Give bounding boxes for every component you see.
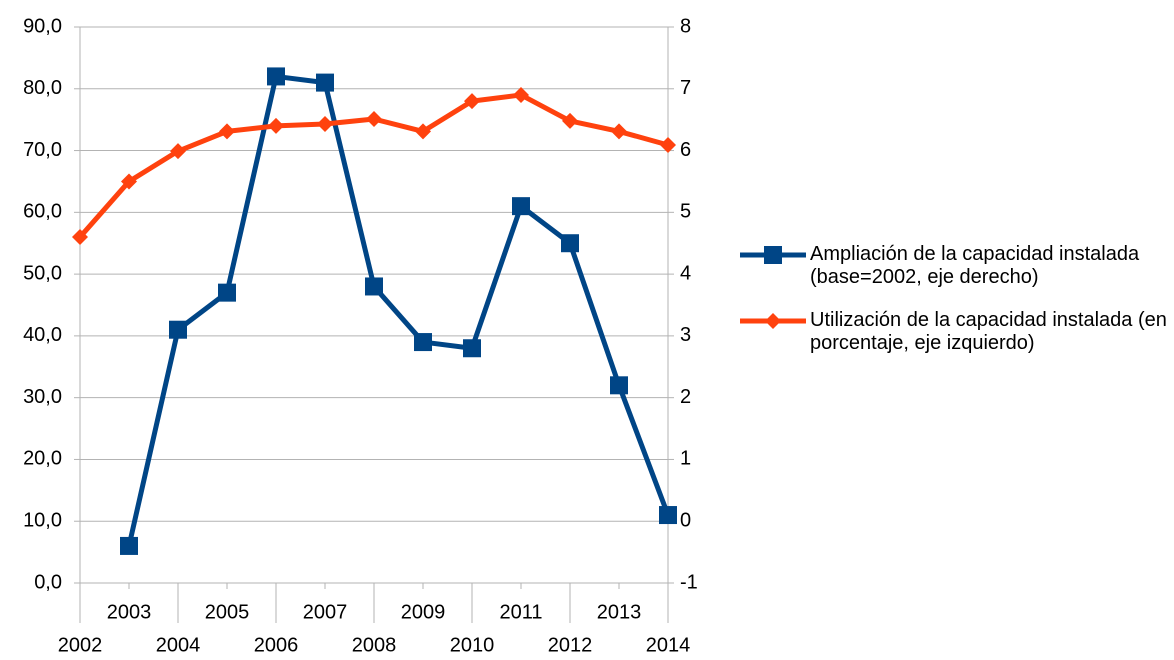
marker bbox=[659, 506, 677, 525]
marker bbox=[562, 112, 578, 129]
marker bbox=[660, 136, 676, 153]
legend: Ampliación de la capacidad instalada (ba… bbox=[740, 243, 1170, 375]
y-tick-label: 30,0 bbox=[23, 386, 62, 408]
y-tick-label: 10,0 bbox=[23, 510, 62, 532]
x-tick-label: 2006 bbox=[254, 634, 299, 656]
y2-tick-label: 5 bbox=[680, 201, 691, 223]
x-tick-label: 2011 bbox=[499, 601, 542, 623]
legend-swatch bbox=[740, 313, 806, 329]
y-tick-label: 60,0 bbox=[23, 201, 62, 223]
y2-tick-label: 0 bbox=[680, 510, 691, 532]
y-tick-label: 40,0 bbox=[23, 324, 62, 346]
y2-tick-label: 3 bbox=[680, 324, 691, 346]
y-tick-label: 90,0 bbox=[23, 15, 62, 37]
x-tick-label: 2008 bbox=[352, 634, 397, 656]
y-tick-label: 70,0 bbox=[23, 139, 62, 161]
y2-tick-label: 1 bbox=[680, 448, 691, 470]
marker bbox=[365, 277, 383, 296]
y2-tick-label: 4 bbox=[680, 262, 691, 284]
series-line bbox=[126, 73, 671, 547]
x-tick-label: 2010 bbox=[450, 634, 495, 656]
legend-swatch bbox=[740, 246, 806, 264]
legend-label: Ampliación de la capacidad instalada (ba… bbox=[810, 243, 1140, 288]
x-tick-label: 2012 bbox=[548, 634, 593, 656]
legend-item: Ampliación de la capacidad instalada (ba… bbox=[740, 243, 1170, 289]
marker bbox=[463, 339, 481, 358]
y2-tick-label: 6 bbox=[680, 139, 691, 161]
marker bbox=[464, 93, 480, 110]
marker bbox=[414, 333, 432, 352]
y-tick-label: 0,0 bbox=[34, 571, 62, 593]
marker bbox=[121, 173, 137, 190]
marker bbox=[267, 67, 285, 86]
x-tick-label: 2009 bbox=[401, 601, 446, 623]
y2-tick-label: -1 bbox=[680, 571, 698, 593]
y2-tick-label: 7 bbox=[680, 77, 691, 99]
y2-tick-label: 2 bbox=[680, 386, 691, 408]
marker bbox=[513, 86, 529, 103]
marker bbox=[366, 111, 382, 128]
marker bbox=[512, 197, 530, 216]
marker bbox=[72, 229, 88, 246]
x-tick-label: 2004 bbox=[156, 634, 201, 656]
marker bbox=[316, 73, 334, 92]
legend-label: Utilización de la capacidad instalada (e… bbox=[810, 309, 1167, 354]
marker bbox=[317, 115, 333, 132]
y-tick-label: 20,0 bbox=[23, 448, 62, 470]
y-tick-label: 50,0 bbox=[23, 262, 62, 284]
x-tick-label: 2014 bbox=[646, 634, 691, 656]
marker bbox=[169, 320, 187, 339]
marker bbox=[561, 234, 579, 253]
marker bbox=[610, 376, 628, 395]
marker bbox=[170, 143, 186, 160]
legend-item: Utilización de la capacidad instalada (e… bbox=[740, 309, 1170, 355]
marker bbox=[415, 123, 431, 140]
x-tick-label: 2013 bbox=[597, 601, 642, 623]
marker bbox=[268, 117, 284, 134]
marker bbox=[218, 283, 236, 302]
x-tick-label: 2002 bbox=[58, 634, 103, 656]
y-tick-label: 80,0 bbox=[23, 77, 62, 99]
marker bbox=[611, 123, 627, 140]
y2-tick-label: 8 bbox=[680, 15, 691, 37]
x-tick-label: 2007 bbox=[303, 601, 348, 623]
marker bbox=[219, 123, 235, 140]
x-tick-label: 2005 bbox=[205, 601, 250, 623]
x-tick-label: 2003 bbox=[107, 601, 152, 623]
marker bbox=[120, 536, 138, 555]
